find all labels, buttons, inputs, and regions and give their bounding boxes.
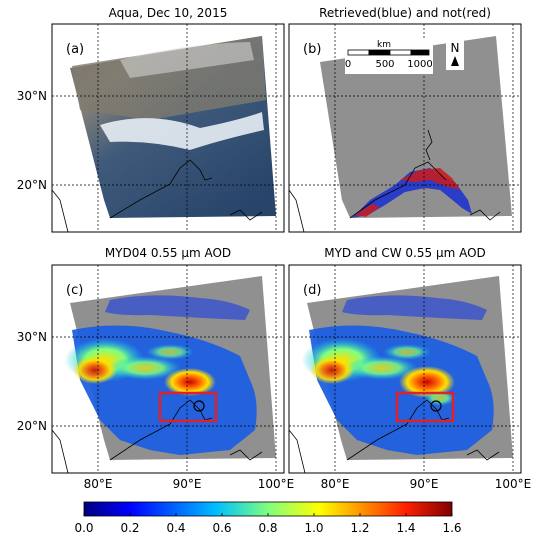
panel-b: Retrieved(blue) and not(red) (b) km 0 50… (288, 6, 522, 233)
colorbar-tick-label: 1.0 (304, 521, 323, 535)
colorbar-tick-label: 0.4 (166, 521, 185, 535)
panel-c-title: MYD04 0.55 μm AOD (105, 246, 231, 260)
scale-label-0: 0 (345, 59, 351, 70)
coastline-c-west (51, 429, 69, 474)
haze-cloud (100, 112, 264, 150)
aod-hotspot-east (164, 368, 216, 396)
scale-segment-4 (410, 49, 430, 56)
north-arrow: N (446, 38, 464, 70)
study-region-box-c (158, 391, 218, 423)
colorbar-tick-label: 1.2 (350, 521, 369, 535)
panel-b-tag: (b) (303, 42, 321, 57)
not-retrieved-area-2 (355, 204, 380, 217)
scale-segment-3 (389, 49, 412, 56)
north-arrow-bg (446, 38, 464, 70)
panel-d: MYD and CW 0.55 μm AOD (d) 80°E 90°E 100… (288, 246, 532, 491)
coastline-b-southeast (469, 209, 501, 221)
panel-c: MYD04 0.55 μm AOD (c) 30°N 20°N 80°E 90°… (17, 246, 295, 491)
coastline-b-west (288, 189, 305, 233)
aod-plume-central (109, 356, 181, 380)
panel-c-tag-bg (62, 279, 94, 299)
panel-d-tag: (d) (303, 283, 321, 298)
lat-label-20-bottom: 20°N (17, 419, 47, 433)
aod-hotspot-east-d (399, 366, 455, 398)
scale-bar: km 0 500 1000 (345, 40, 433, 74)
colorbar-ticks: 0.0 0.2 0.4 0.6 0.8 1.0 1.2 1.4 1.6 (74, 513, 462, 535)
scale-label-1000: 1000 (407, 59, 432, 70)
lat-label-30-bottom: 30°N (17, 330, 47, 344)
coastline-d (346, 399, 450, 461)
lon-label-100-left: 100°E (258, 477, 295, 491)
swath-mask (320, 36, 512, 218)
lon-label-80-right: 80°E (321, 477, 350, 491)
north-arrow-icon (451, 56, 459, 66)
north-arrow-label: N (451, 41, 460, 55)
not-retrieved-area (400, 168, 460, 190)
panel-a-tag-bg (62, 38, 94, 58)
scale-bar-bg (345, 40, 433, 74)
colorbar-tick-label: 1.6 (442, 521, 461, 535)
river-b (425, 129, 433, 161)
coastline-d-west (288, 429, 306, 474)
site-marker-d (430, 400, 442, 412)
lon-label-90-left: 90°E (173, 477, 202, 491)
panel-b-tag-bg (299, 38, 331, 58)
colorbar-tick-label: 0.0 (74, 521, 93, 535)
study-region-box-d (395, 391, 455, 423)
aod-field-north (105, 295, 250, 320)
panel-a-title: Aqua, Dec 10, 2015 (109, 6, 228, 20)
coastline-b (349, 161, 447, 219)
lon-label-80-left: 80°E (84, 477, 113, 491)
aod-band-d (383, 344, 431, 360)
coastline-c-southeast (229, 449, 263, 461)
colorbar-tick-label: 0.6 (212, 521, 231, 535)
colorbar-tick-label: 1.4 (396, 521, 415, 535)
scale-segment-2 (368, 49, 391, 56)
colorbar-tick-label: 0.8 (258, 521, 277, 535)
panel-b-title: Retrieved(blue) and not(red) (319, 6, 491, 20)
scale-label-500: 500 (375, 59, 394, 70)
lon-label-90-right: 90°E (410, 477, 439, 491)
panel-c-tag: (c) (66, 283, 83, 298)
colorbar-tick-label: 0.2 (120, 521, 139, 535)
aod-band (146, 344, 194, 360)
aod-hotspot-west (73, 356, 117, 384)
coastline-c (109, 399, 213, 461)
panel-a: Aqua, Dec 10, 2015 (a) 30°N 20°N (17, 6, 285, 233)
lon-label-100-right: 100°E (495, 477, 532, 491)
aod-hotspot-west-d (310, 356, 354, 384)
aod-plume-central-d (346, 356, 418, 380)
coastline-southeast (229, 209, 263, 221)
coastline-east (109, 159, 213, 219)
site-marker-c (193, 400, 205, 412)
lat-label-20-top: 20°N (17, 178, 47, 192)
lat-label-30-top: 30°N (17, 89, 47, 103)
panel-a-tag: (a) (66, 42, 84, 57)
scale-bar-unit: km (377, 40, 391, 50)
aod-field-north-d (342, 295, 487, 320)
coastline-d-southeast (466, 449, 500, 461)
panel-d-tag-bg (299, 279, 331, 299)
coastline-west (51, 189, 69, 233)
colorbar: 0.0 0.2 0.4 0.6 0.8 1.0 1.2 1.4 1.6 (74, 501, 462, 535)
scale-segment-1 (347, 49, 370, 56)
panel-d-title: MYD and CW 0.55 μm AOD (324, 246, 486, 260)
